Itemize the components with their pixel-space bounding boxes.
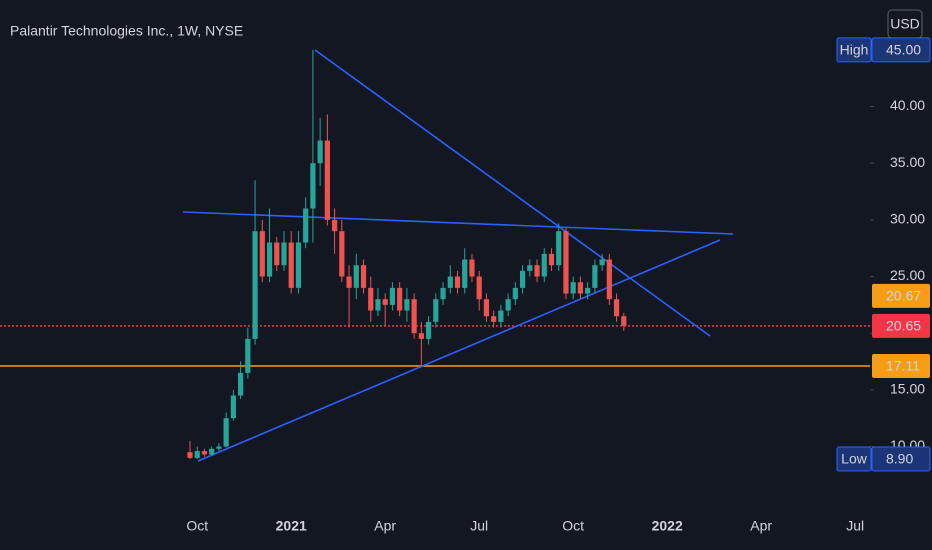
- y-tick-label: 30.00: [890, 211, 925, 227]
- candle-body: [274, 242, 280, 266]
- y-tick-label: 40.00: [890, 97, 925, 113]
- candle-body: [491, 316, 497, 322]
- candle-body: [469, 259, 475, 277]
- x-tick-label: Apr: [374, 518, 396, 534]
- candle-body: [519, 270, 526, 288]
- candle-body: [592, 265, 598, 288]
- candle-body: [440, 287, 446, 300]
- candle-body: [483, 299, 490, 317]
- candle-body: [599, 259, 605, 266]
- candle-body: [375, 299, 381, 311]
- candle-body: [404, 299, 410, 311]
- trend-line: [197, 239, 721, 462]
- marker-value: 8.90: [886, 451, 913, 467]
- candle-body: [310, 163, 316, 209]
- marker-name-box: [836, 446, 872, 472]
- candle-body: [613, 299, 620, 317]
- candle-body: [252, 231, 258, 339]
- price-badge: [872, 283, 930, 308]
- candle-body: [433, 299, 439, 322]
- candle-body: [512, 287, 518, 300]
- candle-body: [288, 242, 294, 288]
- candle-body: [548, 253, 555, 266]
- candle-body: [621, 316, 627, 326]
- price-badge-label: 20.67: [886, 288, 921, 304]
- candle-body: [281, 242, 287, 266]
- candle-body: [230, 395, 236, 419]
- price-badge-label: 20.65: [886, 318, 921, 334]
- candle-body: [447, 276, 453, 288]
- y-tick-label: 25.00: [890, 267, 925, 283]
- x-tick-label: Jul: [470, 518, 488, 534]
- x-tick-label: Oct: [562, 518, 584, 534]
- marker-name: High: [840, 42, 869, 58]
- candle-body: [527, 265, 533, 271]
- candle-body: [216, 446, 222, 449]
- marker-name-box: [836, 37, 872, 63]
- price-badge-label: 17.11: [886, 358, 920, 374]
- trend-lines: [182, 49, 734, 462]
- candle-body: [259, 231, 265, 277]
- candle-body: [425, 321, 432, 339]
- candle-body: [563, 231, 569, 294]
- candle-body: [201, 451, 208, 455]
- candle-body: [397, 287, 403, 311]
- candle-body: [570, 282, 576, 294]
- chart-title: Palantir Technologies Inc., 1W, NYSE: [10, 23, 243, 39]
- candle-body: [585, 287, 591, 294]
- candle-body: [505, 299, 511, 311]
- candle-body: [223, 418, 229, 447]
- candle-body: [339, 231, 345, 277]
- price-badge: [872, 313, 930, 338]
- candle-body: [577, 282, 584, 294]
- candle-body: [360, 265, 367, 288]
- candle-body: [209, 448, 215, 455]
- x-tick-label: Apr: [750, 518, 772, 534]
- candle-body: [317, 140, 323, 164]
- candle-body: [382, 299, 388, 305]
- candle-body: [418, 333, 424, 339]
- candle-body: [556, 231, 562, 266]
- y-tick-label: 15.00: [890, 381, 925, 397]
- y-tick-label: 35.00: [890, 154, 925, 170]
- x-tick-label: 2022: [652, 518, 683, 534]
- marker-badge: [871, 37, 931, 63]
- candle-body: [194, 451, 200, 458]
- candle-body: [187, 452, 193, 458]
- trend-line: [314, 49, 711, 337]
- candle-body: [411, 299, 417, 334]
- candle-body: [389, 287, 396, 305]
- candle-body: [462, 259, 468, 288]
- candle-body: [534, 265, 540, 277]
- x-tick-label: 2021: [276, 518, 307, 534]
- x-tick-label: Oct: [186, 518, 208, 534]
- candle-body: [238, 372, 244, 396]
- trend-line: [182, 211, 734, 235]
- candle-body: [476, 276, 482, 300]
- candle-body: [454, 276, 461, 288]
- candle-body: [245, 338, 251, 373]
- currency-label[interactable]: USD: [890, 16, 920, 32]
- marker-name: Low: [841, 451, 868, 467]
- candle-body: [266, 242, 273, 277]
- candle-body: [346, 276, 352, 288]
- candle-body: [541, 253, 547, 277]
- candle-body: [606, 259, 612, 300]
- candle-body: [295, 242, 302, 288]
- marker-badge: [871, 446, 931, 472]
- candle-body: [303, 208, 309, 243]
- marker-value: 45.00: [886, 42, 921, 58]
- candle-body: [353, 265, 359, 288]
- price-badge: [872, 353, 930, 378]
- candle-body: [368, 287, 374, 311]
- candle-body: [332, 219, 338, 232]
- candle-body: [498, 310, 504, 322]
- x-tick-label: Jul: [846, 518, 864, 534]
- candle-body: [324, 140, 330, 220]
